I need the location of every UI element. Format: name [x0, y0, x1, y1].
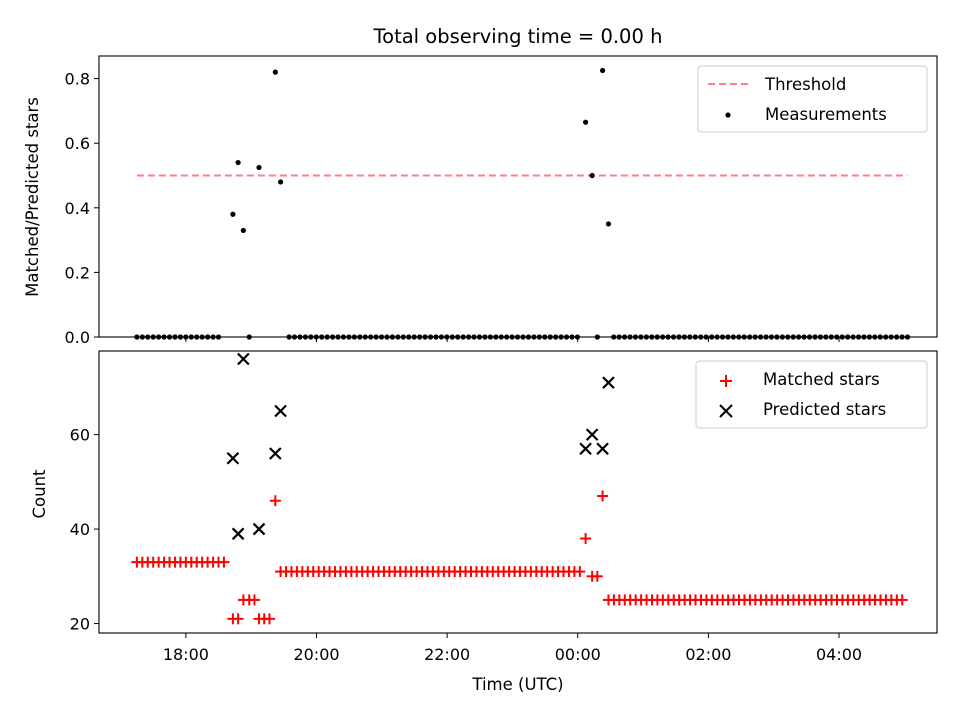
measurement-point: [272, 69, 278, 75]
matched-star-marker: [896, 594, 908, 606]
measurement-point: [599, 67, 606, 74]
legend-matched-swatch: [720, 375, 732, 387]
bottom-y-axis-label: Count: [30, 469, 49, 519]
bottom-legend: Matched stars Predicted stars: [695, 360, 928, 429]
top-y-axis-label: Matched/Predicted stars: [23, 97, 42, 297]
bottom-legend-box: [695, 360, 928, 429]
top-legend: Threshold Measurements: [697, 65, 928, 133]
legend-threshold-label: Threshold: [764, 75, 846, 94]
matched-star-marker: [580, 533, 592, 545]
x-axis-label: Time (UTC): [471, 675, 563, 694]
matched-star-marker: [591, 570, 603, 582]
chart-title: Total observing time = 0.00 h: [373, 25, 663, 48]
legend-predicted-label: Predicted stars: [763, 400, 886, 419]
top-x-ticks: [185, 337, 840, 342]
measurement-point: [235, 159, 241, 166]
matched-star-marker: [597, 490, 609, 502]
legend-measurements-swatch: [725, 112, 731, 118]
top-y-tick-label: 0.6: [65, 134, 90, 153]
matched-star-marker: [263, 613, 275, 625]
predicted-star-marker: [602, 376, 615, 389]
predicted-star-marker: [585, 428, 599, 441]
top-y-tick-label: 0.2: [65, 263, 90, 282]
bottom-y-tick-label: 40: [70, 520, 90, 539]
matched-star-marker: [574, 566, 586, 578]
measurement-point: [230, 211, 236, 217]
measurement-point: [605, 221, 612, 227]
measurement-point: [256, 164, 262, 171]
measurement-point: [583, 119, 589, 125]
top-y-tick-label: 0.4: [65, 199, 90, 218]
x-tick-label: 18:00: [163, 645, 209, 664]
top-panel: 0.00.20.40.60.8 Matched/Predicted stars …: [23, 55, 938, 347]
top-y-ticks: 0.0 0.2 0.4 0.6 0.8: [65, 70, 99, 347]
top-axes-frame: [98, 55, 938, 338]
matched-star-marker: [248, 594, 260, 606]
top-y-tick-label: 0.8: [65, 70, 90, 89]
predicted-star-marker: [226, 451, 240, 465]
predicted-star-marker: [274, 404, 287, 418]
predicted-star-marker: [269, 447, 282, 460]
bottom-plot-area: [131, 352, 908, 625]
predicted-star-marker: [252, 522, 266, 536]
predicted-star-marker: [231, 527, 245, 541]
legend-matched-label: Matched stars: [763, 370, 880, 389]
predicted-star-marker: [237, 352, 250, 366]
bottom-y-ticks: 20 40 60: [70, 426, 99, 634]
x-tick-label: 04:00: [816, 645, 862, 664]
matched-star-marker: [232, 613, 244, 625]
bottom-y-tick-label: 60: [70, 426, 90, 445]
measurement-point: [240, 227, 246, 234]
x-tick-label: 02:00: [685, 645, 731, 664]
measurement-point: [277, 179, 284, 185]
bottom-x-ticks: 18:00 20:00 22:00 00:00 02:00 04:00: [163, 633, 862, 664]
predicted-star-marker: [596, 442, 609, 456]
x-tick-label: 20:00: [293, 645, 339, 664]
predicted-star-marker: [579, 442, 592, 456]
bottom-y-tick-label: 20: [70, 615, 90, 634]
matched-star-marker: [269, 495, 281, 507]
bottom-panel: 20 40 60 18:00 20:00 22:00 00:00 02:00 04:00 Co…: [30, 350, 938, 694]
legend-measurements-label: Measurements: [765, 105, 887, 124]
x-tick-label: 22:00: [424, 645, 470, 664]
matched-star-marker: [218, 556, 230, 568]
bottom-axes-frame: [98, 350, 938, 634]
top-legend-box: [697, 65, 928, 133]
x-tick-label: 00:00: [555, 645, 601, 664]
top-y-tick-label: 0.0: [65, 328, 90, 347]
measurement-point: [589, 172, 595, 179]
legend-predicted-swatch: [719, 404, 733, 418]
